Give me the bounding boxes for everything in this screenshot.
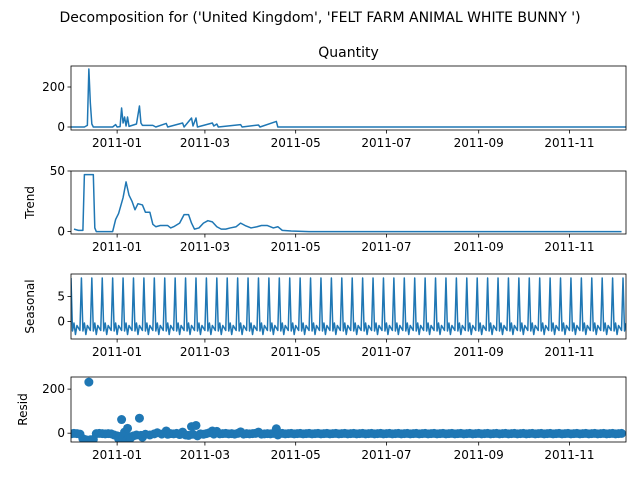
figure-suptitle: Decomposition for ('United Kingdom', 'FE… xyxy=(59,10,580,26)
x-tick-label-resid: 2011-07 xyxy=(361,448,411,462)
resid-point xyxy=(84,377,94,387)
x-tick-label-resid: 2011-05 xyxy=(271,448,321,462)
axes-seasonal: 0 5 2011-01 2011-03 2011-05 2011-07 2011-09 201… xyxy=(23,273,627,359)
y-axis-label-trend: Trend xyxy=(23,186,37,220)
x-tick-label-resid: 2011-11 xyxy=(544,448,594,462)
y-tick-label-seasonal: 5 xyxy=(57,290,65,304)
x-tick-label-resid: 2011-03 xyxy=(180,448,230,462)
x-tick-label-seasonal: 2011-05 xyxy=(271,345,321,359)
series-line-seasonal xyxy=(71,277,626,336)
y-tick-label-trend: 50 xyxy=(50,164,65,178)
x-tick-label-observed: 2011-05 xyxy=(271,136,321,150)
x-tick-label-observed: 2011-11 xyxy=(544,136,594,150)
y-tick-label-resid: 200 xyxy=(42,382,65,396)
series-group-seasonal xyxy=(71,277,626,336)
y-tick-label-observed: 200 xyxy=(42,80,65,94)
x-tick-label-trend: 2011-07 xyxy=(361,240,411,254)
x-tick-label-trend: 2011-05 xyxy=(271,240,321,254)
y-tick-label-seasonal: 0 xyxy=(57,315,65,329)
resid-point xyxy=(123,423,133,433)
x-tick-label-resid: 2011-01 xyxy=(92,448,142,462)
y-tick-label-observed: 0 xyxy=(57,120,65,134)
axes-frame-resid xyxy=(70,376,627,443)
x-tick-label-observed: 2011-03 xyxy=(180,136,230,150)
axes-title-observed: Quantity xyxy=(318,45,379,61)
axes-frame-observed xyxy=(70,65,627,131)
axes-frame-seasonal xyxy=(70,273,627,340)
x-tick-label-observed: 2011-07 xyxy=(361,136,411,150)
axes-observed: 0 200 2011-01 2011-03 2011-05 2011-07 2011-09 2… xyxy=(42,45,627,150)
series-group-trend xyxy=(73,173,622,233)
axes-group: 0 200 2011-01 2011-03 2011-05 2011-07 2011-09 2… xyxy=(16,45,627,462)
x-tick-label-trend: 2011-09 xyxy=(454,240,504,254)
x-tick-label-observed: 2011-01 xyxy=(92,136,142,150)
x-tick-label-resid: 2011-09 xyxy=(454,448,504,462)
y-tick-label-trend: 0 xyxy=(57,225,65,239)
axes-trend: 0 50 2011-01 2011-03 2011-05 2011-07 2011-09 20… xyxy=(23,164,627,254)
y-tick-label-resid: 0 xyxy=(57,426,65,440)
x-tick-label-trend: 2011-03 xyxy=(180,240,230,254)
series-line-trend xyxy=(73,173,622,233)
x-tick-label-trend: 2011-01 xyxy=(92,240,142,254)
y-axis-label-resid: Resid xyxy=(16,393,30,425)
axes-resid: 0 200 2011-01 2011-03 2011-05 2011-07 2011-09 2… xyxy=(16,376,627,462)
y-axis-label-seasonal: Seasonal xyxy=(23,279,37,333)
series-group-resid xyxy=(71,377,626,442)
axes-frame-trend xyxy=(70,170,627,235)
x-tick-label-seasonal: 2011-01 xyxy=(92,345,142,359)
x-tick-label-observed: 2011-09 xyxy=(454,136,504,150)
resid-point xyxy=(117,415,127,425)
resid-point xyxy=(134,413,144,423)
series-group-observed xyxy=(71,68,626,128)
x-tick-label-trend: 2011-11 xyxy=(544,240,594,254)
x-tick-label-seasonal: 2011-09 xyxy=(454,345,504,359)
resid-point xyxy=(617,428,626,438)
series-line-observed xyxy=(71,68,626,128)
x-tick-label-seasonal: 2011-11 xyxy=(544,345,594,359)
x-tick-label-seasonal: 2011-03 xyxy=(180,345,230,359)
x-tick-label-seasonal: 2011-07 xyxy=(361,345,411,359)
resid-point xyxy=(191,420,201,430)
